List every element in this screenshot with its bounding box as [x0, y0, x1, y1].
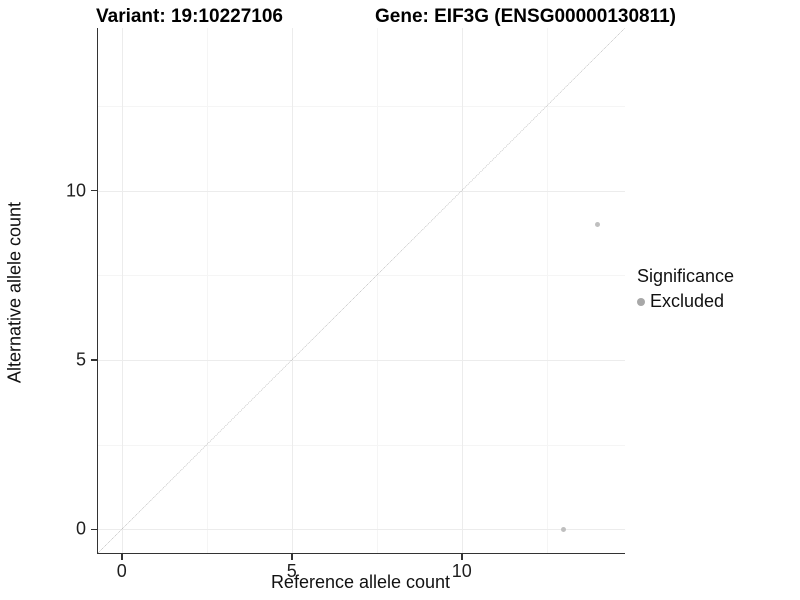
y-axis-tick-mark: [91, 528, 97, 531]
gridline-x-major: [291, 28, 293, 553]
x-axis-title: Reference allele count: [270, 572, 451, 592]
y-axis-tick-label: 5: [75, 349, 86, 370]
y-axis-tick-label: 0: [75, 518, 86, 539]
x-axis-tick-label: 10: [451, 561, 472, 581]
plot-title-variant: Variant: 19:10227106: [96, 6, 283, 27]
gridline-y-major: [98, 529, 625, 531]
scatter-point: [595, 221, 601, 227]
x-axis-tick-mark: [461, 554, 463, 560]
scatter-point: [561, 526, 567, 532]
plot-title-gene: Gene: EIF3G (ENSG00000130811): [375, 6, 676, 27]
y-axis-tick-mark: [91, 189, 97, 192]
gridline-x-major: [461, 28, 463, 553]
legend-item-label: Excluded: [650, 291, 725, 311]
gridline-y-minor: [98, 105, 625, 107]
gridline-y-minor: [98, 275, 625, 277]
gridline-x-minor: [376, 28, 378, 553]
y-axis-tick-label: 10: [65, 180, 86, 201]
gridline-x-minor: [546, 28, 548, 553]
gridline-y-major: [98, 359, 625, 361]
legend: Significance Excluded: [637, 266, 734, 312]
plot-panel: 0 5 10 0 5 10: [66, 28, 625, 581]
y-axis-tick-mark: [91, 359, 97, 361]
x-axis-tick-label: 5: [286, 561, 297, 581]
legend-item-excluded: Excluded: [637, 291, 734, 312]
legend-point-icon: [637, 297, 645, 306]
x-axis-tick-mark: [291, 554, 293, 560]
legend-title: Significance: [637, 266, 735, 286]
gridline-y-minor: [98, 444, 625, 446]
gridline-y-major: [98, 190, 625, 192]
x-axis-tick-label: 0: [116, 561, 127, 581]
y-axis-title: Alternative allele count: [4, 201, 25, 384]
gridline-x-major: [121, 28, 123, 553]
identity-dashed-line: [98, 28, 625, 553]
x-axis-tick-mark: [121, 554, 123, 560]
gridline-x-minor: [206, 28, 208, 553]
